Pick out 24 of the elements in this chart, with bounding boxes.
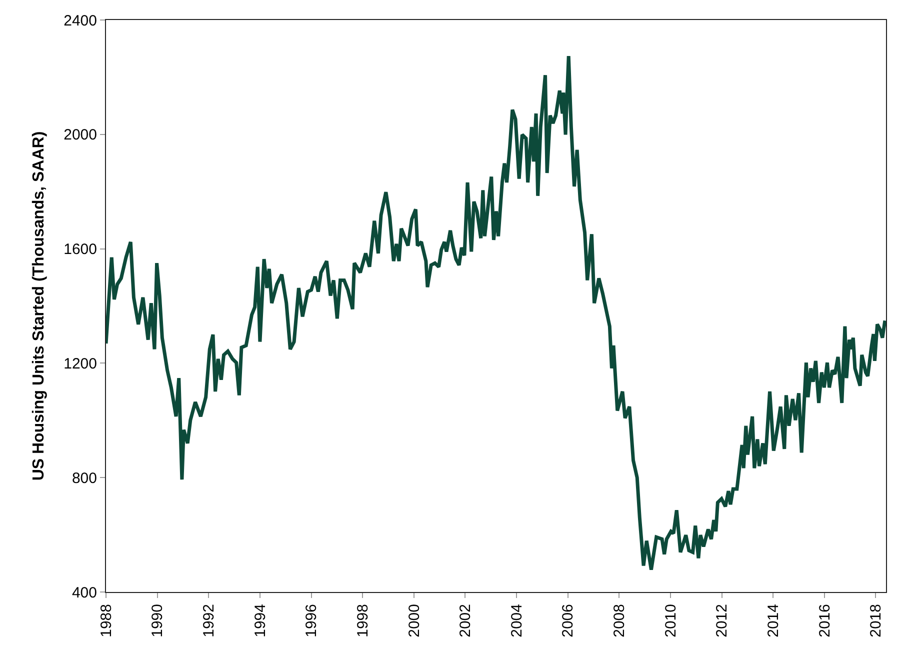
x-tick-label: 2014 [764,604,782,638]
y-tick-label: 2000 [64,126,97,144]
x-tick-label: 1988 [98,604,115,638]
y-tick-label: 1200 [64,355,97,372]
y-tick-label: 1600 [64,241,97,258]
x-tick-label: 1996 [303,604,320,638]
y-tick-label: 800 [72,470,97,487]
x-tick-label: 2004 [508,604,526,638]
y-tick-label: 2400 [64,12,97,30]
x-tick-label: 2018 [868,604,885,638]
x-tick-label: 2016 [816,604,834,638]
x-tick-label: 1998 [354,604,372,638]
line-series [106,54,886,572]
y-axis-title: US Housing Units Started (Thousands, SAAR) [30,131,48,481]
x-tick-label: 2002 [457,604,474,638]
y-tick-label: 400 [72,584,97,602]
x-tick-label: 1990 [149,604,166,638]
x-tick-label: 1992 [200,604,218,638]
x-tick-label: 2000 [406,604,423,638]
x-tick-label: 2008 [611,604,628,638]
x-tick-label: 2010 [662,604,680,638]
x-tick-label: 2006 [560,604,577,638]
x-tick-label: 2012 [714,604,731,638]
x-tick-label: 1994 [252,604,269,638]
